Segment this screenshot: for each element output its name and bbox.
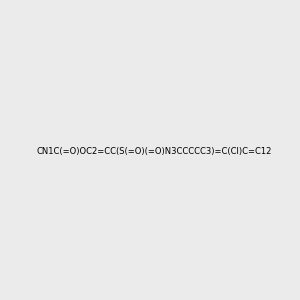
Text: CN1C(=O)OC2=CC(S(=O)(=O)N3CCCCC3)=C(Cl)C=C12: CN1C(=O)OC2=CC(S(=O)(=O)N3CCCCC3)=C(Cl)C… [36, 147, 272, 156]
